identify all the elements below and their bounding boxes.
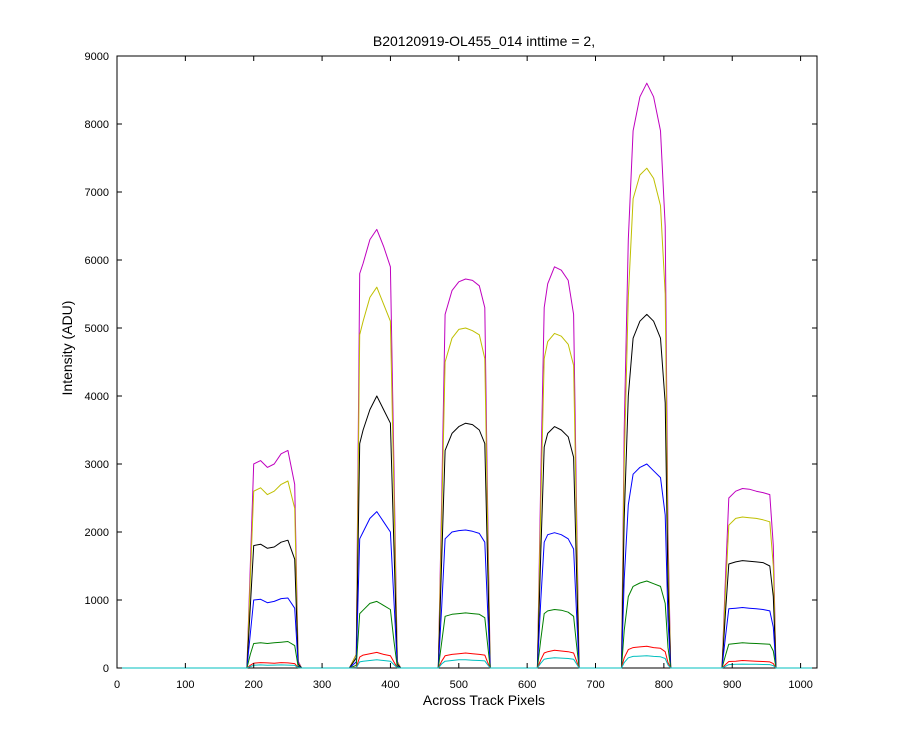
x-tick-label: 600 <box>518 679 536 691</box>
x-tick-label: 400 <box>381 679 399 691</box>
y-tick-label: 4000 <box>85 391 109 403</box>
y-axis-title: Intensity (ADU) <box>59 301 75 396</box>
y-tick-label: 3000 <box>85 459 109 471</box>
y-tick-label: 1000 <box>85 595 109 607</box>
ticks-layer: 0 100 200 300 400 500 600 700 800 900 1000 0 1000 200… <box>85 51 817 691</box>
y-tick-label: 2000 <box>85 527 109 539</box>
series-line-7 <box>117 655 817 669</box>
y-tick-label: 8000 <box>85 119 109 131</box>
y-tick-label: 5000 <box>85 323 109 335</box>
x-tick-label: 700 <box>586 679 604 691</box>
y-tick-label: 7000 <box>85 187 109 199</box>
y-tick-label: 0 <box>103 663 109 675</box>
plot-area <box>116 55 818 669</box>
x-tick-label: 0 <box>114 679 120 691</box>
x-axis-title: Across Track Pixels <box>423 692 545 708</box>
x-tick-label: 200 <box>245 679 263 691</box>
x-tick-label: 500 <box>450 679 468 691</box>
x-tick-label: 100 <box>176 679 194 691</box>
y-tick-label: 9000 <box>85 51 109 63</box>
x-tick-label: 900 <box>723 679 741 691</box>
series-layer <box>117 82 817 669</box>
chart-title: B20120919-OL455_014 inttime = 2, <box>373 33 595 49</box>
x-tick-label: 300 <box>313 679 331 691</box>
x-tick-label: 800 <box>655 679 673 691</box>
y-tick-label: 6000 <box>85 255 109 267</box>
x-tick-label: 1000 <box>788 679 812 691</box>
